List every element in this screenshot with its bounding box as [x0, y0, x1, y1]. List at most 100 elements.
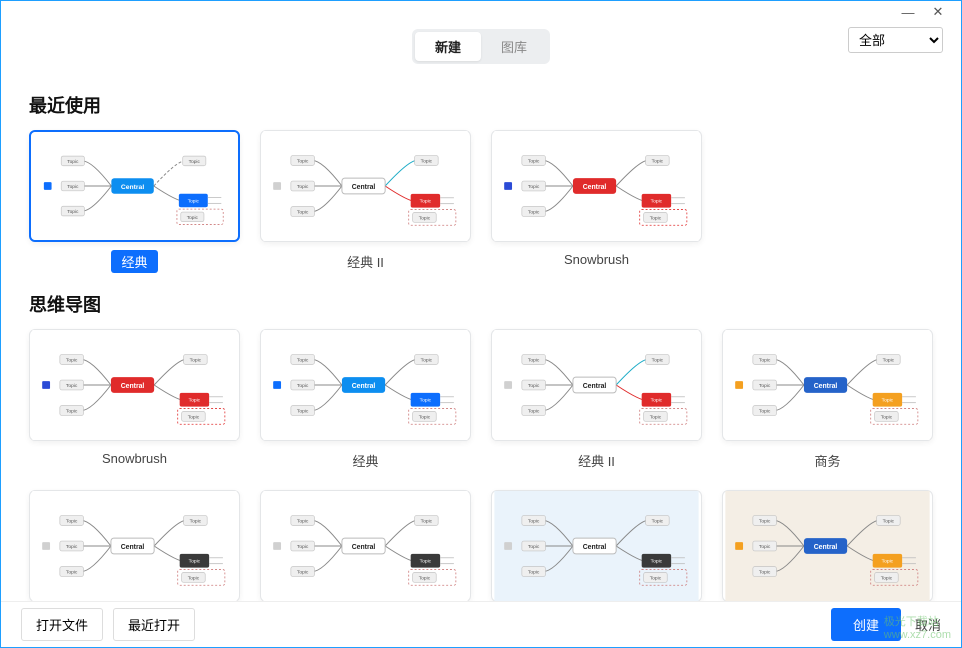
- svg-text:Central: Central: [814, 544, 838, 551]
- minimize-button[interactable]: —: [893, 5, 923, 20]
- template-label: 经典 II: [337, 250, 394, 273]
- create-button[interactable]: 创建: [831, 608, 901, 641]
- svg-text:Topic: Topic: [652, 158, 664, 164]
- svg-text:Topic: Topic: [650, 215, 662, 221]
- svg-text:Central: Central: [814, 383, 838, 390]
- svg-text:Central: Central: [352, 544, 376, 551]
- svg-text:Topic: Topic: [189, 559, 201, 565]
- svg-text:Topic: Topic: [66, 357, 78, 363]
- template-thumb[interactable]: Topic Topic Topic Topic Central Topic To…: [491, 130, 702, 242]
- template-thumb[interactable]: Topic Topic Topic Topic Central Topic To…: [260, 329, 471, 441]
- tab-gallery[interactable]: 图库: [481, 32, 547, 61]
- svg-text:Topic: Topic: [882, 398, 894, 404]
- svg-text:Topic: Topic: [297, 409, 309, 415]
- svg-text:Topic: Topic: [189, 398, 201, 404]
- svg-text:Central: Central: [121, 383, 145, 390]
- template-row2d[interactable]: Topic Topic Topic Topic Central Topic To…: [722, 490, 933, 602]
- template-thumb[interactable]: Topic Topic Topic Topic Central Topic To…: [722, 329, 933, 441]
- svg-text:Topic: Topic: [188, 198, 200, 204]
- svg-text:Topic: Topic: [882, 559, 894, 565]
- svg-text:Topic: Topic: [190, 357, 202, 363]
- svg-text:Topic: Topic: [420, 199, 432, 205]
- svg-text:Topic: Topic: [187, 215, 199, 221]
- svg-text:Topic: Topic: [66, 383, 78, 389]
- svg-text:Topic: Topic: [759, 409, 771, 415]
- svg-text:Topic: Topic: [883, 357, 895, 363]
- header: 新建 图库 全部: [1, 23, 961, 74]
- svg-text:Topic: Topic: [528, 570, 540, 576]
- svg-text:Topic: Topic: [650, 575, 662, 581]
- category-dropdown[interactable]: 全部: [848, 27, 943, 53]
- tab-group: 新建 图库: [412, 29, 550, 64]
- template-classic[interactable]: Topic Topic Topic Topic Central Topic To…: [29, 130, 240, 273]
- svg-text:Topic: Topic: [66, 409, 78, 415]
- section-mindmap-title: 思维导图: [29, 291, 933, 317]
- content-scroll[interactable]: 最近使用 Topic Topic Topic Topic Central Top…: [1, 74, 961, 602]
- template-label: 经典: [342, 449, 388, 472]
- svg-text:Topic: Topic: [297, 357, 309, 363]
- template-label: Snowbrush: [92, 449, 177, 468]
- recent-open-button[interactable]: 最近打开: [113, 608, 195, 641]
- svg-text:Topic: Topic: [67, 159, 79, 165]
- template-thumb[interactable]: Topic Topic Topic Topic Central Topic To…: [260, 130, 471, 242]
- svg-text:Topic: Topic: [297, 544, 309, 550]
- svg-text:Topic: Topic: [188, 414, 200, 420]
- template-label: 经典 II: [568, 449, 625, 472]
- tab-new[interactable]: 新建: [415, 32, 481, 61]
- svg-text:Central: Central: [583, 383, 607, 390]
- template-thumb[interactable]: Topic Topic Topic Topic Central Topic To…: [491, 490, 702, 602]
- template-thumb[interactable]: Topic Topic Topic Topic Central Topic To…: [491, 329, 702, 441]
- svg-text:Central: Central: [121, 184, 144, 191]
- svg-text:Central: Central: [352, 184, 376, 191]
- cancel-button[interactable]: 取消: [915, 615, 941, 634]
- svg-text:Topic: Topic: [297, 570, 309, 576]
- svg-text:Topic: Topic: [419, 414, 431, 420]
- template-business[interactable]: Topic Topic Topic Topic Central Topic To…: [722, 329, 933, 472]
- template-thumb[interactable]: Topic Topic Topic Topic Central Topic To…: [722, 490, 933, 602]
- template-thumb[interactable]: Topic Topic Topic Topic Central Topic To…: [260, 490, 471, 602]
- template-thumb[interactable]: Topic Topic Topic Topic Central Topic To…: [29, 329, 240, 441]
- template-snowbrush2[interactable]: Topic Topic Topic Topic Central Topic To…: [29, 329, 240, 472]
- footer-left: 打开文件 最近打开: [21, 608, 195, 641]
- svg-text:Topic: Topic: [883, 518, 895, 524]
- open-file-button[interactable]: 打开文件: [21, 608, 103, 641]
- svg-text:Topic: Topic: [881, 414, 893, 420]
- svg-text:Topic: Topic: [528, 544, 540, 550]
- svg-text:Topic: Topic: [67, 184, 79, 190]
- svg-text:Topic: Topic: [420, 559, 432, 565]
- svg-text:Topic: Topic: [759, 383, 771, 389]
- svg-text:Topic: Topic: [528, 210, 540, 216]
- svg-text:Topic: Topic: [759, 570, 771, 576]
- svg-text:Central: Central: [352, 383, 376, 390]
- svg-text:Topic: Topic: [528, 357, 540, 363]
- svg-text:Topic: Topic: [651, 559, 663, 565]
- template-row2a[interactable]: Topic Topic Topic Topic Central Topic To…: [29, 490, 240, 602]
- svg-text:Topic: Topic: [67, 209, 79, 215]
- svg-text:Topic: Topic: [421, 357, 433, 363]
- template-thumb[interactable]: Topic Topic Topic Topic Central Topic To…: [29, 130, 240, 242]
- svg-text:Topic: Topic: [528, 409, 540, 415]
- titlebar: — ✕: [1, 1, 961, 23]
- svg-text:Topic: Topic: [297, 210, 309, 216]
- svg-text:Topic: Topic: [297, 518, 309, 524]
- template-classic_b[interactable]: Topic Topic Topic Topic Central Topic To…: [260, 329, 471, 472]
- svg-text:Topic: Topic: [189, 159, 201, 165]
- footer-right: 创建 取消: [831, 608, 941, 641]
- template-label: 商务: [804, 449, 850, 472]
- svg-text:Topic: Topic: [652, 518, 664, 524]
- template-classic2[interactable]: Topic Topic Topic Topic Central Topic To…: [260, 130, 471, 273]
- footer: 打开文件 最近打开 创建 取消: [1, 601, 961, 647]
- template-row2c[interactable]: Topic Topic Topic Topic Central Topic To…: [491, 490, 702, 602]
- category-select[interactable]: 全部: [848, 27, 943, 53]
- template-snowbrush[interactable]: Topic Topic Topic Topic Central Topic To…: [491, 130, 702, 273]
- svg-text:Topic: Topic: [759, 544, 771, 550]
- close-button[interactable]: ✕: [923, 4, 953, 20]
- svg-text:Topic: Topic: [66, 570, 78, 576]
- svg-text:Topic: Topic: [297, 158, 309, 164]
- svg-text:Central: Central: [583, 544, 607, 551]
- template-row2b[interactable]: Topic Topic Topic Topic Central Topic To…: [260, 490, 471, 602]
- template-grid-mindmap: Topic Topic Topic Topic Central Topic To…: [29, 329, 933, 602]
- svg-text:Topic: Topic: [528, 518, 540, 524]
- template-classic2_b[interactable]: Topic Topic Topic Topic Central Topic To…: [491, 329, 702, 472]
- template-thumb[interactable]: Topic Topic Topic Topic Central Topic To…: [29, 490, 240, 602]
